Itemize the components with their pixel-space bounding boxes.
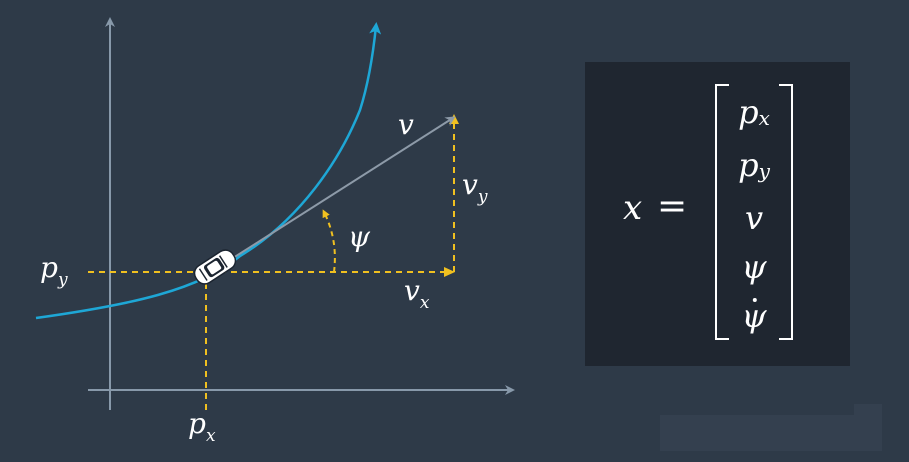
background-patch [660,415,882,451]
entry-psi: ψ [741,248,767,286]
vx-label: vx [404,274,430,313]
trajectory-curve [35,22,382,320]
right-bracket [779,84,793,340]
entry-psi-dot: ψ [741,292,766,341]
state-vector-panel: x = px py v ψ ψ [585,62,850,366]
entry-v: v [744,199,764,237]
vy-label: vy [462,168,488,207]
left-bracket [715,84,729,340]
psi-label: ψ [348,220,371,253]
psi-angle-arc [322,209,336,273]
equals-sign: = [657,186,688,227]
entry-px: px [738,93,770,131]
entry-py: py [738,146,770,184]
vx-arrowhead [444,267,455,277]
py-label: py [40,251,68,290]
vector-entries: px py v ψ ψ [729,88,779,341]
car-icon [193,249,237,285]
background-patch-small [854,404,882,416]
v-label: v [398,108,414,141]
velocity-vector [221,116,456,266]
state-vector: px py v ψ ψ [715,84,793,340]
state-symbol: x [623,188,643,228]
px-label: px [188,407,216,446]
